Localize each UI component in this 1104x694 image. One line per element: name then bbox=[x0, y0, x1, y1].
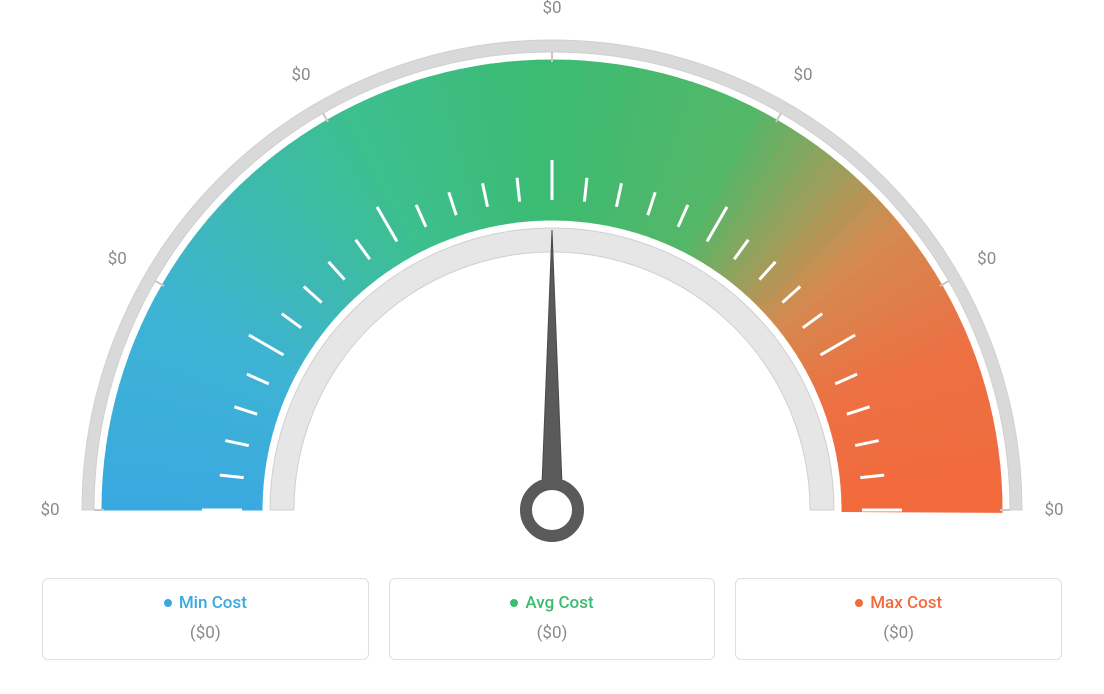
legend-dot-icon bbox=[164, 599, 172, 607]
gauge-tick-label: $0 bbox=[40, 500, 59, 520]
legend-label-text: Min Cost bbox=[179, 593, 247, 613]
legend-label-row: Min Cost bbox=[53, 593, 358, 613]
gauge-tick-label: $0 bbox=[108, 249, 127, 269]
legend-box: Max Cost ($0) bbox=[735, 578, 1062, 660]
gauge-tick-label: $0 bbox=[1044, 500, 1063, 520]
legend-label-text: Avg Cost bbox=[525, 593, 593, 613]
gauge-tick-label: $0 bbox=[793, 65, 812, 85]
legend-dot-icon bbox=[855, 599, 863, 607]
legend-row: Min Cost ($0) Avg Cost ($0) Max Cost ($0… bbox=[42, 578, 1062, 660]
legend-label-row: Max Cost bbox=[746, 593, 1051, 613]
legend-box: Min Cost ($0) bbox=[42, 578, 369, 660]
legend-value: ($0) bbox=[400, 623, 705, 643]
gauge-chart-container: $0 $0 $0 $0 $0 $0 $0 Min Cost ($0) Avg Cost ($… bbox=[0, 0, 1104, 690]
gauge-tick-label: $0 bbox=[977, 249, 996, 269]
legend-dot-icon bbox=[510, 599, 518, 607]
legend-box: Avg Cost ($0) bbox=[389, 578, 716, 660]
legend-value: ($0) bbox=[746, 623, 1051, 643]
legend-value: ($0) bbox=[53, 623, 358, 643]
legend-label-text: Max Cost bbox=[870, 593, 942, 613]
legend-label-row: Avg Cost bbox=[400, 593, 705, 613]
gauge-tick-label: $0 bbox=[291, 65, 310, 85]
gauge-tick-label: $0 bbox=[542, 0, 561, 18]
